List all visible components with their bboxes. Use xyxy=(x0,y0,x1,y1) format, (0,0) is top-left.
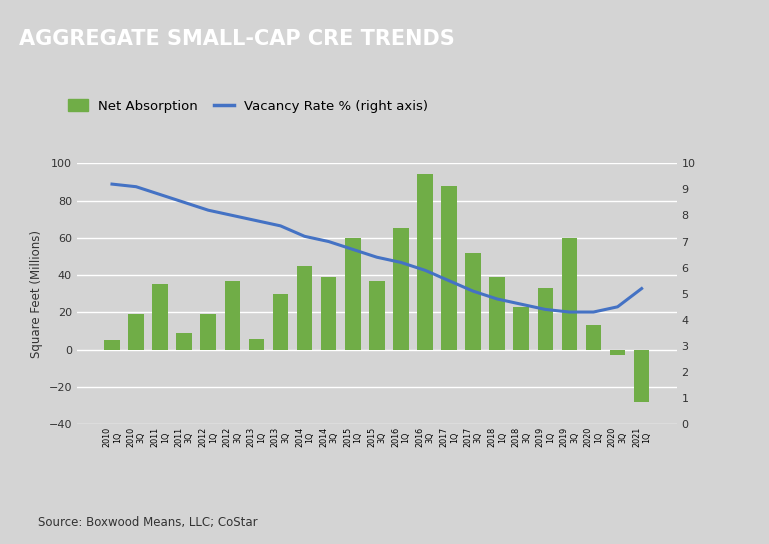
Bar xyxy=(561,238,578,350)
Bar xyxy=(586,325,601,350)
Text: Source: Boxwood Means, LLC; CoStar: Source: Boxwood Means, LLC; CoStar xyxy=(38,516,258,529)
Bar xyxy=(465,253,481,350)
Bar xyxy=(176,333,192,350)
Bar xyxy=(128,314,144,350)
Text: AGGREGATE SMALL-CAP CRE TRENDS: AGGREGATE SMALL-CAP CRE TRENDS xyxy=(19,29,455,49)
Bar xyxy=(514,307,529,350)
Bar xyxy=(201,314,216,350)
Bar xyxy=(273,294,288,350)
Bar xyxy=(225,281,240,350)
Bar xyxy=(538,288,553,350)
Bar xyxy=(489,277,505,350)
Bar xyxy=(104,341,120,350)
Bar xyxy=(441,186,457,350)
Bar xyxy=(369,281,384,350)
Bar xyxy=(634,350,650,402)
Legend: Net Absorption, Vacancy Rate % (right axis): Net Absorption, Vacancy Rate % (right ax… xyxy=(68,100,428,113)
Bar xyxy=(248,338,265,350)
Bar xyxy=(393,228,408,350)
Y-axis label: Square Feet (Millions): Square Feet (Millions) xyxy=(30,230,43,358)
Bar xyxy=(417,175,433,350)
Bar xyxy=(345,238,361,350)
Bar xyxy=(321,277,337,350)
Bar xyxy=(297,266,312,350)
Bar xyxy=(152,285,168,350)
Bar xyxy=(610,350,625,355)
